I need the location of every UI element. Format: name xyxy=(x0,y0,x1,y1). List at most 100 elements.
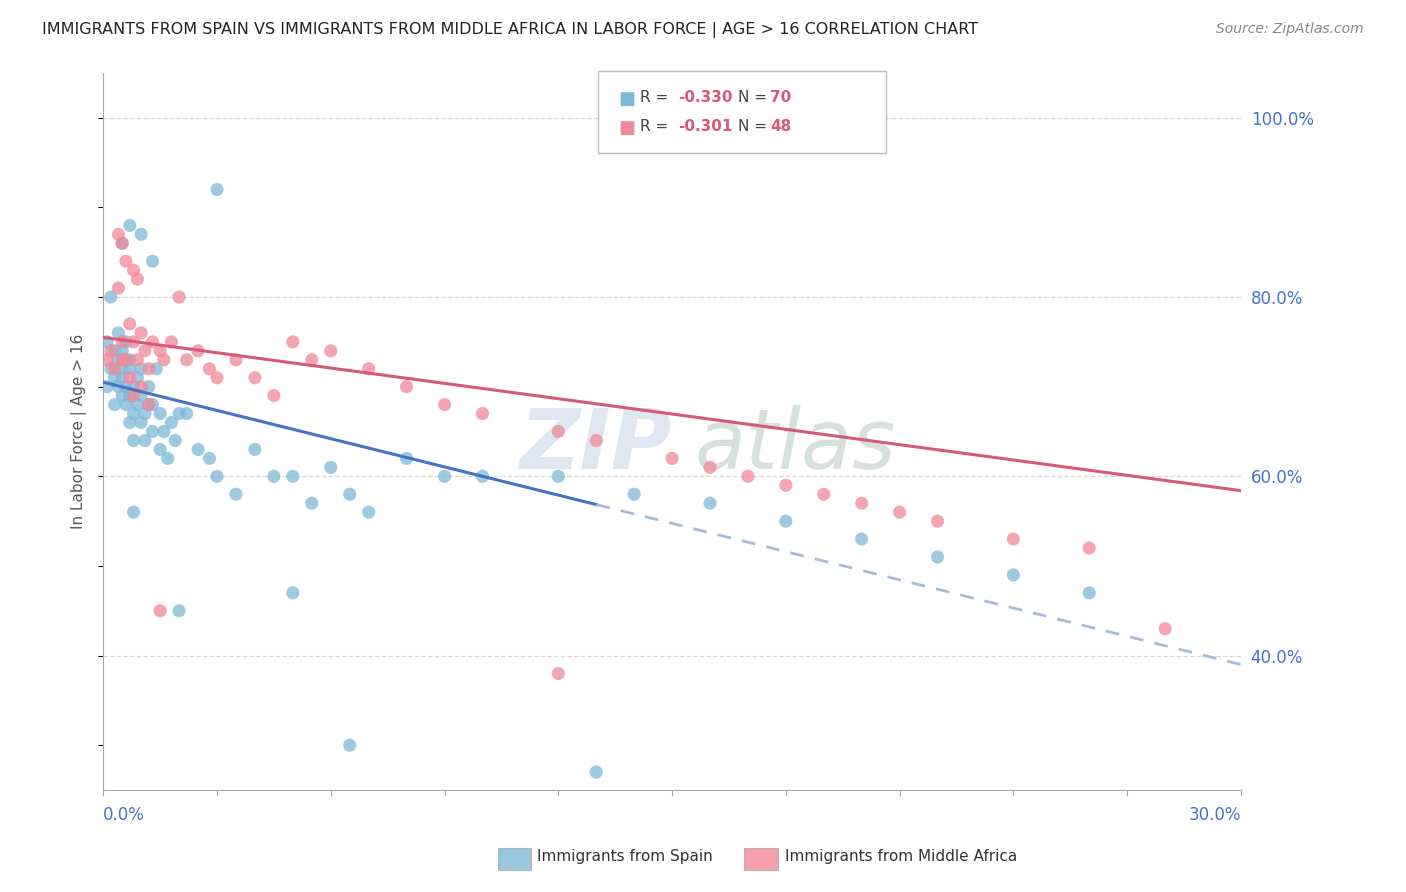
Point xyxy=(198,451,221,466)
Text: 48: 48 xyxy=(770,119,792,134)
Point xyxy=(118,389,141,403)
Point xyxy=(1078,541,1101,555)
Point xyxy=(813,487,835,501)
Point xyxy=(243,370,266,384)
Point xyxy=(115,398,138,412)
Point xyxy=(111,236,134,251)
Point xyxy=(160,416,183,430)
Point xyxy=(433,469,456,483)
Point xyxy=(141,425,163,439)
Text: 0.0%: 0.0% xyxy=(103,806,145,824)
Point xyxy=(134,407,156,421)
Point xyxy=(167,604,190,618)
Y-axis label: In Labor Force | Age > 16: In Labor Force | Age > 16 xyxy=(72,334,87,529)
Point xyxy=(1078,586,1101,600)
Point xyxy=(134,434,156,448)
Point xyxy=(118,416,141,430)
Point xyxy=(585,765,607,780)
Point xyxy=(138,380,160,394)
Point xyxy=(225,487,247,501)
Point xyxy=(737,469,759,483)
Point xyxy=(585,434,607,448)
Point xyxy=(115,334,138,349)
Text: ■: ■ xyxy=(619,119,636,136)
Point xyxy=(205,469,228,483)
Point xyxy=(111,370,134,384)
Point xyxy=(889,505,911,519)
Point xyxy=(141,334,163,349)
Point xyxy=(301,352,323,367)
Point xyxy=(115,380,138,394)
Point xyxy=(96,380,118,394)
Point xyxy=(471,469,494,483)
Point xyxy=(281,469,304,483)
Point xyxy=(176,352,198,367)
Point xyxy=(107,281,129,295)
Point xyxy=(623,487,645,501)
Point xyxy=(138,361,160,376)
Point xyxy=(167,407,190,421)
Point xyxy=(141,398,163,412)
Point xyxy=(127,370,149,384)
Point xyxy=(118,370,141,384)
Point xyxy=(699,496,721,510)
Point xyxy=(547,469,569,483)
Point xyxy=(547,425,569,439)
Point xyxy=(107,352,129,367)
Point xyxy=(129,389,152,403)
Point xyxy=(149,442,172,457)
Text: atlas: atlas xyxy=(695,405,897,486)
Point xyxy=(141,254,163,268)
Point xyxy=(127,352,149,367)
Point xyxy=(547,666,569,681)
Point xyxy=(160,334,183,349)
Point xyxy=(176,407,198,421)
Point xyxy=(129,326,152,340)
Point xyxy=(281,334,304,349)
Text: N =: N = xyxy=(738,119,772,134)
Point xyxy=(153,352,176,367)
Text: Immigrants from Spain: Immigrants from Spain xyxy=(537,849,713,863)
Point xyxy=(149,407,172,421)
Point xyxy=(100,361,122,376)
Point xyxy=(775,514,797,528)
Point xyxy=(433,398,456,412)
Point xyxy=(107,380,129,394)
Point xyxy=(661,451,683,466)
Text: Immigrants from Middle Africa: Immigrants from Middle Africa xyxy=(785,849,1017,863)
Point xyxy=(96,334,118,349)
Point xyxy=(96,352,118,367)
Point xyxy=(301,496,323,510)
Point xyxy=(104,398,127,412)
Point xyxy=(122,505,145,519)
Point xyxy=(167,290,190,304)
Point xyxy=(129,416,152,430)
Point xyxy=(118,352,141,367)
Point xyxy=(357,361,380,376)
Text: N =: N = xyxy=(738,90,772,105)
Point xyxy=(263,389,285,403)
Point xyxy=(319,343,342,358)
Point xyxy=(339,487,361,501)
Point xyxy=(111,334,134,349)
Point xyxy=(149,343,172,358)
Point xyxy=(100,343,122,358)
Point xyxy=(104,343,127,358)
Point xyxy=(115,352,138,367)
Point xyxy=(122,334,145,349)
Text: IMMIGRANTS FROM SPAIN VS IMMIGRANTS FROM MIDDLE AFRICA IN LABOR FORCE | AGE > 16: IMMIGRANTS FROM SPAIN VS IMMIGRANTS FROM… xyxy=(42,22,979,38)
Point xyxy=(118,317,141,331)
Point xyxy=(1002,532,1025,546)
Point xyxy=(129,380,152,394)
Point xyxy=(118,361,141,376)
Point xyxy=(122,389,145,403)
Point xyxy=(107,227,129,242)
Point xyxy=(122,263,145,277)
Point xyxy=(111,236,134,251)
Point xyxy=(129,361,152,376)
Point xyxy=(243,442,266,457)
Point xyxy=(111,361,134,376)
Point xyxy=(145,361,167,376)
Point xyxy=(115,352,138,367)
Point xyxy=(138,398,160,412)
